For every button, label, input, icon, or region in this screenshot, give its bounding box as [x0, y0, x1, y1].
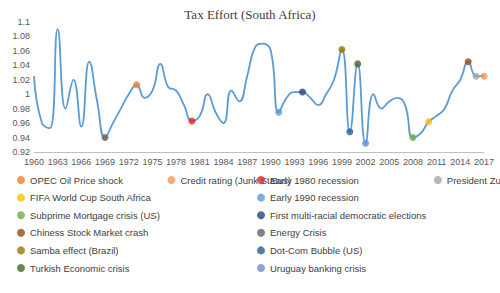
svg-text:2011: 2011 — [427, 157, 446, 167]
svg-text:Dot-Com Bubble (US): Dot-Com Bubble (US) — [270, 245, 362, 256]
svg-text:1975: 1975 — [142, 157, 162, 167]
svg-text:Samba effect (Brazil): Samba effect (Brazil) — [30, 245, 119, 256]
svg-text:2005: 2005 — [379, 157, 399, 167]
svg-text:Early 1980 recession: Early 1980 recession — [270, 175, 359, 186]
svg-text:1981: 1981 — [190, 157, 210, 167]
svg-text:2014: 2014 — [450, 157, 470, 167]
svg-text:1.06: 1.06 — [12, 46, 30, 56]
svg-text:1.02: 1.02 — [12, 75, 30, 85]
svg-text:1993: 1993 — [285, 157, 305, 167]
svg-text:0.98: 0.98 — [12, 104, 30, 114]
svg-text:Turkish Economic crisis: Turkish Economic crisis — [30, 263, 130, 274]
svg-text:OPEC Oil Price shock: OPEC Oil Price shock — [30, 175, 123, 186]
svg-text:Energy Crisis: Energy Crisis — [270, 227, 327, 238]
svg-text:1.1: 1.1 — [17, 17, 30, 27]
svg-text:1972: 1972 — [119, 157, 139, 167]
svg-text:Credit rating (Junk Status): Credit rating (Junk Status) — [180, 174, 291, 186]
svg-text:1987: 1987 — [237, 157, 257, 167]
svg-text:Uruguay banking crisis: Uruguay banking crisis — [270, 263, 366, 274]
svg-text:2002: 2002 — [356, 157, 376, 167]
svg-text:1990: 1990 — [261, 157, 281, 167]
svg-text:First multi-racial democratic: First multi-racial democratic elections — [270, 210, 427, 221]
svg-text:1984: 1984 — [213, 157, 233, 167]
svg-text:1: 1 — [25, 89, 30, 99]
svg-text:1999: 1999 — [332, 157, 352, 167]
svg-text:1966: 1966 — [71, 157, 91, 167]
svg-text:0.92: 0.92 — [12, 147, 30, 157]
svg-text:Subprime Mortgage crisis (US): Subprime Mortgage crisis (US) — [30, 210, 160, 221]
svg-text:Chiness Stock Market crash: Chiness Stock Market crash — [30, 227, 148, 238]
svg-text:1.04: 1.04 — [12, 60, 30, 70]
svg-text:0.96: 0.96 — [12, 118, 30, 128]
svg-text:1969: 1969 — [95, 157, 115, 167]
svg-text:1.08: 1.08 — [12, 31, 30, 41]
svg-text:President Zuma's Cabinet reshu: President Zuma's Cabinet reshuffle — [447, 175, 500, 186]
svg-text:0.94: 0.94 — [12, 133, 30, 143]
svg-text:1963: 1963 — [48, 157, 68, 167]
svg-text:Early 1990 recession: Early 1990 recession — [270, 192, 359, 203]
svg-text:1960: 1960 — [24, 157, 44, 167]
svg-text:FIFA World Cup South Africa: FIFA World Cup South Africa — [30, 192, 151, 203]
svg-text:1978: 1978 — [166, 157, 186, 167]
svg-text:Tax Effort (South Africa): Tax Effort (South Africa) — [184, 7, 315, 22]
svg-text:2008: 2008 — [403, 157, 423, 167]
svg-text:1996: 1996 — [308, 157, 328, 167]
svg-text:2017: 2017 — [474, 157, 494, 167]
